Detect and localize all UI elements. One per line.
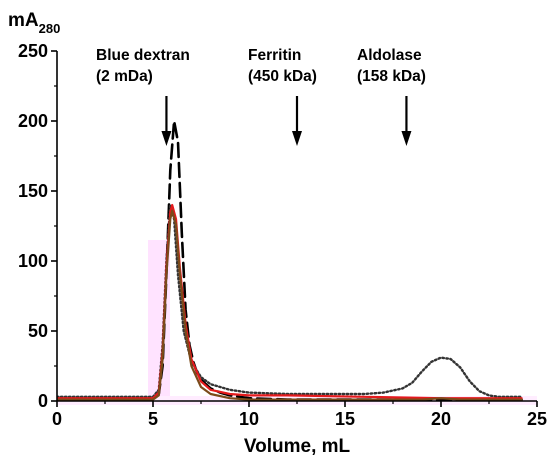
series-line-1 bbox=[57, 119, 523, 401]
y-axis-label-subscript: 280 bbox=[39, 21, 61, 36]
y-tick-label: 150 bbox=[18, 181, 48, 201]
series-line-3 bbox=[57, 203, 523, 400]
annotation-2: Ferritin (450 kDa) bbox=[248, 47, 317, 146]
annotation-arrow-head bbox=[401, 131, 412, 146]
x-axis-label: Volume, mL bbox=[244, 436, 351, 457]
axes bbox=[51, 50, 538, 407]
y-tick-label: 0 bbox=[38, 391, 48, 411]
series-layer bbox=[57, 119, 523, 401]
annotation-1: Blue dextran (2 mDa) bbox=[96, 47, 190, 146]
y-tick-label: 100 bbox=[18, 251, 48, 271]
y-tick-label: 50 bbox=[28, 321, 48, 341]
series-line-2 bbox=[57, 203, 523, 398]
background-highlight bbox=[57, 240, 537, 405]
y-tick-label: 250 bbox=[18, 41, 48, 61]
x-tick-label: 0 bbox=[52, 409, 62, 429]
x-tick-label: 25 bbox=[527, 409, 547, 429]
tick-labels: 0 50 100 150 200 250 0 5 10 15 20 25 bbox=[18, 41, 547, 429]
series-line-4 bbox=[57, 209, 523, 401]
annotation-arrow-head bbox=[161, 131, 172, 146]
y-tick-label: 200 bbox=[18, 111, 48, 131]
annotation-label: Aldolase bbox=[357, 47, 422, 64]
x-tick-label: 10 bbox=[239, 409, 259, 429]
x-tick-label: 5 bbox=[148, 409, 158, 429]
annotation-arrow-head bbox=[292, 131, 302, 146]
annotation-label: (2 mDa) bbox=[96, 68, 153, 85]
y-axis-label: mA280 bbox=[8, 10, 60, 36]
x-tick-label: 20 bbox=[431, 409, 451, 429]
annotation-3: Aldolase (158 kDa) bbox=[357, 47, 426, 146]
x-tick-label: 15 bbox=[335, 409, 355, 429]
annotations: Blue dextran (2 mDa) Ferritin (450 kDa) Aldo… bbox=[96, 47, 426, 146]
annotation-label: (158 kDa) bbox=[357, 68, 426, 85]
annotation-label: Blue dextran bbox=[96, 47, 190, 64]
annotation-label: (450 kDa) bbox=[248, 68, 317, 85]
annotation-label: Ferritin bbox=[248, 47, 301, 64]
